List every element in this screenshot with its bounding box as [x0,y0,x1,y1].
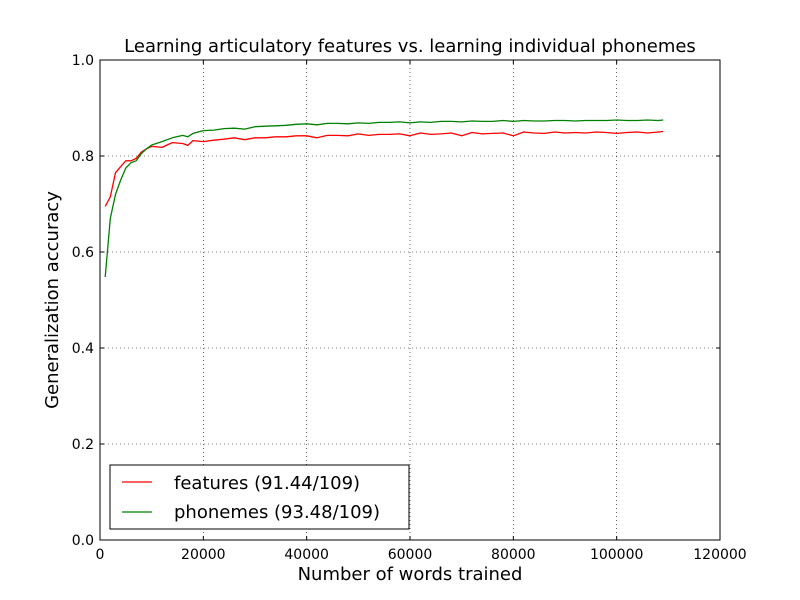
x-tick-label: 120000 [693,547,746,563]
y-tick-label: 0.8 [72,149,94,165]
y-tick-label: 0.4 [72,341,94,357]
x-tick-label: 20000 [181,547,226,563]
chart-title: Learning articulatory features vs. learn… [124,36,696,57]
x-tick-labels: 0 20000 40000 60000 80000 100000 120000 [96,547,747,563]
series-line-features [104,130,664,207]
x-tick-label: 80000 [491,547,536,563]
x-tick-label: 40000 [284,547,329,563]
y-tick-label: 0.6 [72,245,94,261]
x-axis-label: Number of words trained [298,564,523,585]
x-tick-label: 0 [96,547,105,563]
series-lines [104,119,664,278]
y-axis-label: Generalization accuracy [42,191,63,409]
grid [100,60,720,540]
legend-label-phonemes: phonemes (93.48/109) [174,502,380,523]
legend-label-features: features (91.44/109) [174,473,360,494]
series-line-phonemes [104,119,664,278]
y-tick-label: 0.2 [72,437,94,453]
legend-box [109,464,410,530]
x-tick-label: 60000 [388,547,433,563]
x-tick-label: 100000 [590,547,643,563]
axis-ticks [99,59,721,541]
legend: features (91.44/109) phonemes (93.48/109… [109,464,410,530]
y-tick-label: 0.0 [72,533,94,549]
y-tick-labels: 0.0 0.2 0.4 0.6 0.8 1.0 [72,53,94,549]
y-tick-label: 1.0 [72,53,94,69]
